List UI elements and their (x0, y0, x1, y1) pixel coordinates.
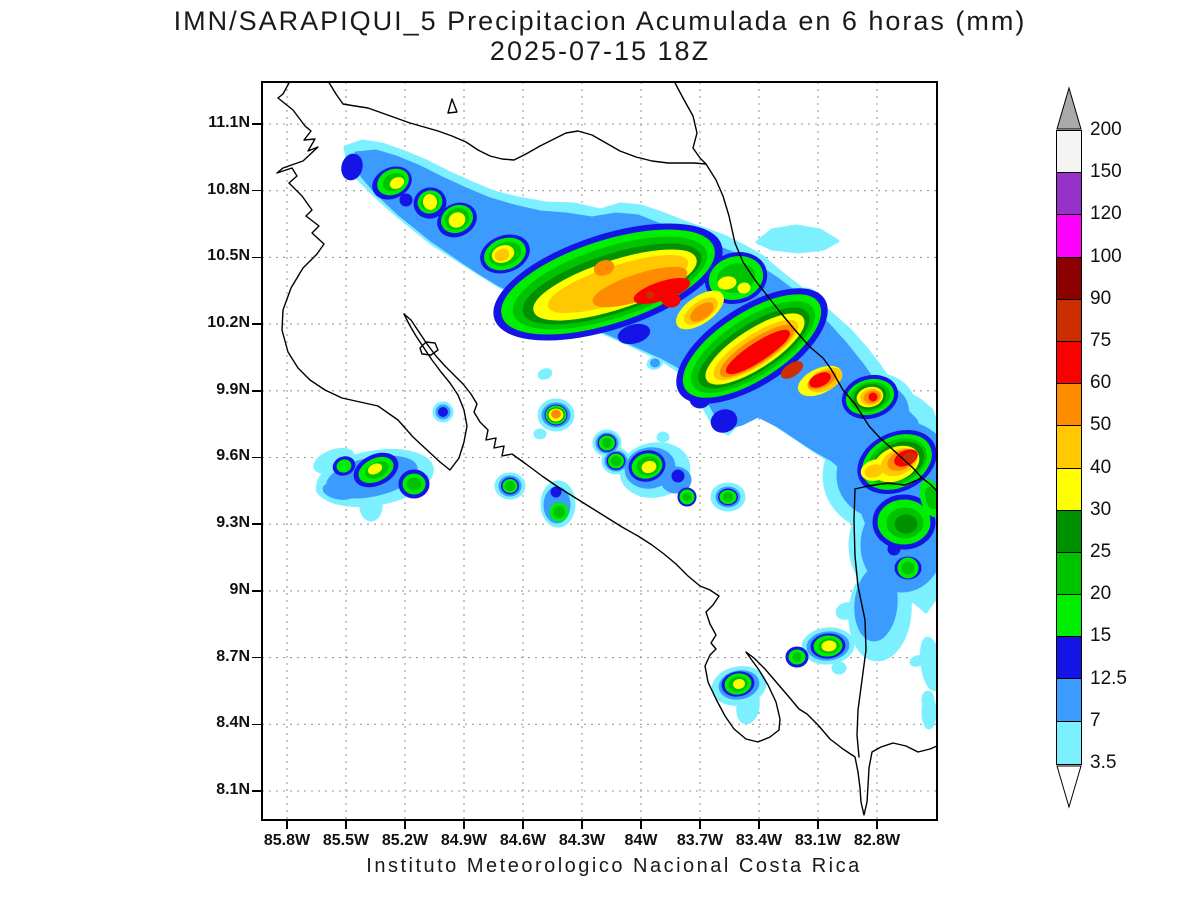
lon-tick-label: 83.1W (794, 832, 842, 849)
colorbar-band (1057, 595, 1081, 638)
colorbar-tick-label: 7 (1090, 709, 1101, 731)
colorbar-band (1057, 341, 1081, 385)
lon-tick-label: 83.7W (676, 832, 724, 849)
lat-tick-label: 8.4N (216, 714, 250, 732)
axis-tick (252, 123, 261, 125)
lon-tick-label: 85.5W (322, 832, 370, 849)
chira-island (419, 341, 439, 356)
colorbar-tick-label: 40 (1090, 456, 1112, 478)
caribbean-coastline (673, 81, 938, 492)
colorbar-tick-label: 60 (1090, 372, 1112, 394)
lat-tick-label: 10.5N (207, 247, 250, 265)
colorbar-band (1057, 215, 1081, 258)
axis-tick (252, 790, 261, 792)
colorbar-tick-label: 75 (1090, 330, 1112, 351)
lat-tick-label: 9.9N (216, 380, 250, 398)
colorbar-band (1057, 637, 1081, 680)
axis-tick (345, 820, 347, 829)
colorbar-tick-label: 30 (1090, 498, 1112, 520)
lat-tick-label: 9N (229, 580, 250, 598)
colorbar-band (1057, 679, 1081, 722)
colorbar-band (1057, 299, 1081, 342)
axis-tick (699, 820, 701, 829)
colorbar-tick-label: 150 (1090, 161, 1122, 183)
colorbar-tick-label: 15 (1090, 625, 1112, 647)
colorbar-tick-label: 50 (1090, 414, 1112, 436)
colorbar-tick-label: 90 (1090, 287, 1112, 309)
colorbar-under-arrow (1056, 765, 1082, 809)
lat-tick-label: 11.1N (208, 114, 250, 131)
colorbar-tick-label: 120 (1090, 203, 1122, 225)
colorbar-band (1057, 552, 1081, 596)
axis-tick (640, 820, 642, 829)
axis-tick (252, 390, 261, 392)
lat-tick-label: 9.6N (216, 447, 250, 465)
lat-tick-label: 9.3N (216, 514, 250, 532)
colorbar-tick-label: 100 (1090, 245, 1122, 267)
colorbar-band (1057, 173, 1081, 216)
lon-tick-label: 83.4W (735, 832, 783, 849)
lon-tick-label: 84.6W (499, 832, 547, 849)
axis-tick (286, 820, 288, 829)
colorbar-band (1057, 384, 1081, 427)
precip-field-75mm (646, 291, 917, 464)
panama-border (853, 477, 923, 758)
lake-island (447, 98, 458, 114)
colorbar-legend: 200 150 120 100 90 75 60 50 40 30 25 20 15 12.5 7 3.5 (1056, 86, 1200, 826)
axis-tick (522, 820, 524, 829)
axis-tick (252, 256, 261, 259)
axis-tick (876, 820, 878, 829)
colorbar-tick-label: 3.5 (1090, 752, 1117, 773)
lon-tick-label: 84W (624, 832, 658, 849)
page-title: IMN/SARAPIQUI_5 Precipitacion Acumulada … (173, 6, 1027, 36)
lon-tick-label: 82.8W (853, 832, 901, 849)
san-juan-river-border (327, 81, 707, 165)
lat-tick-label: 10.8N (207, 180, 250, 198)
colorbar-tick-label: 25 (1090, 541, 1112, 562)
lat-tick-label: 8.7N (216, 647, 250, 665)
axis-tick (252, 189, 261, 192)
colorbar-band (1057, 468, 1081, 511)
precip-field-60mm (633, 277, 918, 467)
axis-tick (252, 456, 261, 459)
axis-tick (252, 523, 261, 525)
map-frame (261, 81, 938, 821)
lon-tick-label: 85.2W (381, 832, 429, 849)
colorbar-tick-label: 200 (1090, 119, 1122, 140)
colorbar-band (1057, 131, 1081, 174)
colorbar-tick-label: 12.5 (1090, 667, 1127, 689)
axis-tick (252, 590, 261, 592)
axis-tick (252, 723, 261, 726)
axis-tick (404, 820, 406, 829)
lon-tick-label: 84.9W (440, 832, 488, 849)
map-canvas (261, 81, 938, 821)
lon-tick-label: 84.3W (558, 832, 606, 849)
lat-tick-label: 8.1N (216, 780, 250, 798)
lat-tick-label: 10.2N (207, 314, 250, 332)
colorbar-over-arrow (1056, 86, 1082, 130)
axis-tick (252, 323, 261, 325)
axis-tick (817, 820, 819, 829)
axis-tick (581, 820, 583, 829)
valid-time-subtitle: 2025-07-15 18Z (489, 36, 711, 66)
axis-tick (252, 656, 261, 659)
axis-tick (463, 820, 465, 829)
axis-tick (758, 820, 760, 829)
colorbar-band (1057, 510, 1081, 553)
coastline-map (276, 81, 938, 816)
pacific-coastline (276, 81, 938, 816)
colorbar-band (1057, 257, 1081, 300)
source-caption: Instituto Meteorologico Nacional Costa R… (366, 855, 862, 877)
colorbar-bands (1056, 130, 1082, 765)
lon-tick-label: 85.8W (263, 832, 311, 849)
colorbar-tick-label: 20 (1090, 583, 1112, 605)
colorbar-band (1057, 426, 1081, 469)
colorbar-band (1057, 721, 1081, 764)
